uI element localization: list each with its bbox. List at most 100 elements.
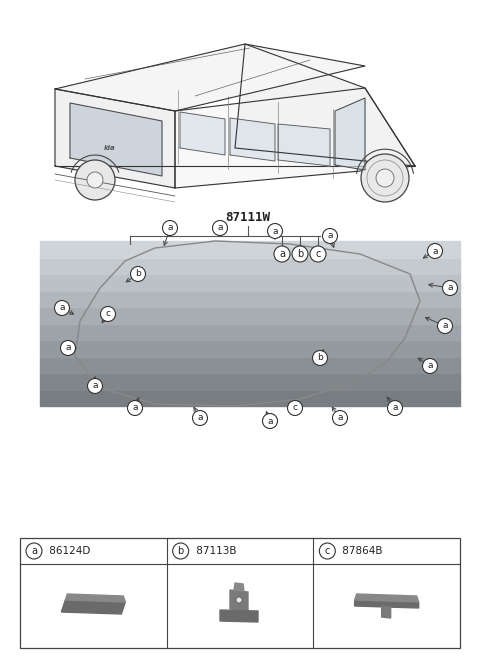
Text: b: b <box>297 249 303 259</box>
Text: a: a <box>267 417 273 426</box>
Polygon shape <box>180 112 225 155</box>
Circle shape <box>75 160 115 200</box>
Circle shape <box>192 411 207 426</box>
Circle shape <box>55 300 70 316</box>
Text: a: a <box>442 321 448 331</box>
Circle shape <box>333 411 348 426</box>
Text: a: a <box>167 224 173 232</box>
Text: c: c <box>315 249 321 259</box>
Text: a: a <box>337 413 343 422</box>
Polygon shape <box>40 241 460 258</box>
Circle shape <box>100 306 116 321</box>
Polygon shape <box>382 606 391 618</box>
Polygon shape <box>40 356 460 373</box>
Text: a: a <box>132 403 138 413</box>
Text: a: a <box>272 226 278 236</box>
Text: 87113B: 87113B <box>192 546 236 556</box>
Text: a: a <box>392 403 398 413</box>
Circle shape <box>422 358 437 373</box>
Circle shape <box>163 220 178 236</box>
Circle shape <box>387 401 403 415</box>
Polygon shape <box>65 594 125 602</box>
Text: a: a <box>217 224 223 232</box>
Circle shape <box>60 340 75 356</box>
Circle shape <box>312 350 327 365</box>
Polygon shape <box>40 307 460 323</box>
Polygon shape <box>40 390 460 406</box>
Polygon shape <box>235 44 415 166</box>
Polygon shape <box>70 103 162 176</box>
Text: c: c <box>292 403 298 413</box>
Text: c: c <box>106 310 110 319</box>
Text: a: a <box>59 304 65 312</box>
Circle shape <box>323 228 337 243</box>
Polygon shape <box>40 323 460 340</box>
Circle shape <box>361 154 409 202</box>
Polygon shape <box>55 89 175 188</box>
Polygon shape <box>40 307 460 323</box>
Text: a: a <box>427 361 433 371</box>
Circle shape <box>263 413 277 428</box>
Circle shape <box>128 401 143 415</box>
Circle shape <box>173 543 189 559</box>
Polygon shape <box>40 274 460 291</box>
Polygon shape <box>40 323 460 340</box>
Polygon shape <box>40 291 460 307</box>
Text: a: a <box>432 247 438 255</box>
Text: a: a <box>327 232 333 241</box>
Text: a: a <box>197 413 203 422</box>
Text: a: a <box>65 344 71 352</box>
Text: a: a <box>447 283 453 293</box>
Text: b: b <box>317 354 323 363</box>
Polygon shape <box>230 590 248 610</box>
Polygon shape <box>40 241 460 258</box>
Text: kia: kia <box>104 145 116 151</box>
Polygon shape <box>40 390 460 406</box>
Circle shape <box>87 172 103 188</box>
Polygon shape <box>40 340 460 356</box>
Circle shape <box>131 266 145 281</box>
Text: a: a <box>92 382 98 390</box>
Circle shape <box>288 401 302 415</box>
Polygon shape <box>40 373 460 390</box>
Polygon shape <box>55 44 365 111</box>
Circle shape <box>310 246 326 262</box>
Polygon shape <box>40 258 460 274</box>
Circle shape <box>443 281 457 295</box>
Circle shape <box>87 379 103 394</box>
Circle shape <box>267 224 283 239</box>
Circle shape <box>236 597 242 603</box>
Text: c: c <box>324 546 330 556</box>
Polygon shape <box>278 124 330 166</box>
Polygon shape <box>40 340 460 356</box>
Polygon shape <box>175 88 415 188</box>
Polygon shape <box>75 241 420 406</box>
Circle shape <box>376 169 394 187</box>
Circle shape <box>26 543 42 559</box>
Polygon shape <box>40 373 460 390</box>
Circle shape <box>213 220 228 236</box>
Text: 87864B: 87864B <box>339 546 383 556</box>
Polygon shape <box>355 600 419 608</box>
Polygon shape <box>220 610 258 622</box>
Text: b: b <box>135 270 141 279</box>
Circle shape <box>274 246 290 262</box>
Polygon shape <box>355 594 419 602</box>
Polygon shape <box>230 118 275 161</box>
Circle shape <box>437 319 453 333</box>
Text: a: a <box>279 249 285 259</box>
Text: 86124D: 86124D <box>46 546 90 556</box>
Text: a: a <box>31 546 37 556</box>
Polygon shape <box>40 258 460 274</box>
Polygon shape <box>40 291 460 307</box>
Circle shape <box>428 243 443 258</box>
Text: b: b <box>178 546 184 556</box>
Circle shape <box>292 246 308 262</box>
Circle shape <box>319 543 336 559</box>
Polygon shape <box>335 98 365 170</box>
Polygon shape <box>61 600 125 614</box>
Polygon shape <box>40 356 460 373</box>
FancyBboxPatch shape <box>20 538 460 648</box>
Polygon shape <box>40 274 460 291</box>
Text: 87111W: 87111W <box>226 211 271 224</box>
